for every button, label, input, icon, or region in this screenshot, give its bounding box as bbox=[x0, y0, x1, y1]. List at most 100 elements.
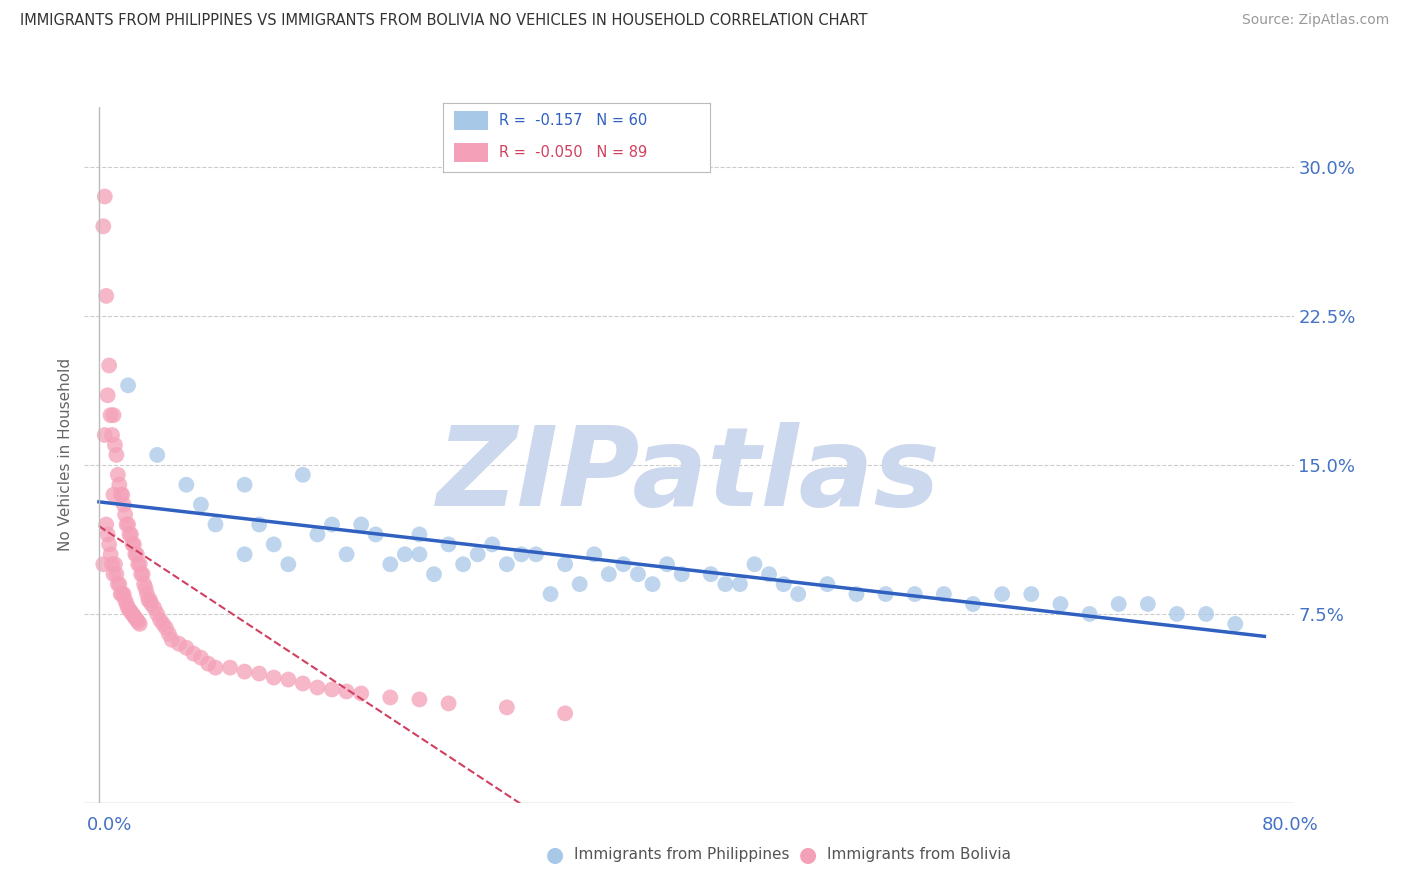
Point bbox=[146, 448, 169, 462]
Point bbox=[122, 609, 145, 624]
Point bbox=[991, 587, 1014, 601]
Point bbox=[540, 587, 562, 601]
Point bbox=[112, 587, 135, 601]
Point bbox=[233, 665, 256, 679]
Point bbox=[105, 567, 128, 582]
Point bbox=[155, 621, 177, 635]
Point bbox=[160, 632, 183, 647]
Point bbox=[124, 547, 146, 561]
Point bbox=[467, 547, 489, 561]
Point bbox=[128, 558, 150, 572]
Point bbox=[131, 567, 153, 582]
Point bbox=[94, 189, 117, 203]
Point bbox=[114, 593, 136, 607]
Point bbox=[101, 428, 124, 442]
Point bbox=[408, 547, 430, 561]
Point bbox=[932, 587, 955, 601]
Point bbox=[277, 558, 299, 572]
Point bbox=[1136, 597, 1159, 611]
Point bbox=[190, 650, 212, 665]
Point bbox=[671, 567, 693, 582]
Point bbox=[700, 567, 723, 582]
Point bbox=[107, 467, 129, 482]
Point bbox=[97, 388, 120, 402]
Point bbox=[105, 448, 128, 462]
Text: R =  -0.157   N = 60: R = -0.157 N = 60 bbox=[499, 113, 647, 128]
Point bbox=[336, 547, 359, 561]
Bar bbox=[454, 143, 488, 162]
Point bbox=[904, 587, 927, 601]
Point bbox=[132, 577, 155, 591]
Point bbox=[815, 577, 838, 591]
Point bbox=[115, 517, 138, 532]
Point bbox=[451, 558, 474, 572]
Point bbox=[307, 681, 329, 695]
Point bbox=[263, 671, 285, 685]
Point bbox=[167, 637, 190, 651]
Text: Source: ZipAtlas.com: Source: ZipAtlas.com bbox=[1241, 13, 1389, 28]
Point bbox=[641, 577, 664, 591]
Point bbox=[91, 558, 114, 572]
Text: 0.0%: 0.0% bbox=[87, 816, 132, 834]
Point bbox=[336, 684, 359, 698]
Point bbox=[101, 558, 124, 572]
Point bbox=[495, 558, 517, 572]
Point bbox=[1108, 597, 1130, 611]
Point bbox=[136, 587, 159, 601]
Point bbox=[120, 605, 142, 619]
Point bbox=[495, 700, 517, 714]
Point bbox=[103, 567, 125, 582]
Point bbox=[129, 567, 152, 582]
Point bbox=[1019, 587, 1042, 601]
Point bbox=[111, 488, 134, 502]
Text: 80.0%: 80.0% bbox=[1263, 816, 1319, 834]
Point bbox=[94, 428, 117, 442]
Point bbox=[124, 611, 146, 625]
Point bbox=[146, 607, 169, 621]
Text: IMMIGRANTS FROM PHILIPPINES VS IMMIGRANTS FROM BOLIVIA NO VEHICLES IN HOUSEHOLD : IMMIGRANTS FROM PHILIPPINES VS IMMIGRANT… bbox=[20, 13, 868, 29]
Point bbox=[772, 577, 794, 591]
Point bbox=[247, 666, 270, 681]
Point bbox=[197, 657, 219, 671]
Point bbox=[121, 537, 143, 551]
Point bbox=[115, 597, 138, 611]
Point bbox=[875, 587, 897, 601]
Point bbox=[437, 537, 460, 551]
Point bbox=[350, 517, 373, 532]
Text: R =  -0.050   N = 89: R = -0.050 N = 89 bbox=[499, 145, 647, 161]
Point bbox=[321, 517, 343, 532]
Point bbox=[380, 558, 402, 572]
Point bbox=[117, 378, 139, 392]
Point bbox=[655, 558, 678, 572]
Point bbox=[190, 498, 212, 512]
Point bbox=[612, 558, 634, 572]
Point bbox=[408, 527, 430, 541]
Point bbox=[233, 547, 256, 561]
Point bbox=[98, 537, 121, 551]
Point bbox=[97, 527, 120, 541]
Point bbox=[728, 577, 751, 591]
Point bbox=[98, 359, 121, 373]
Point bbox=[100, 408, 122, 422]
Point bbox=[423, 567, 446, 582]
Point bbox=[108, 577, 131, 591]
Point bbox=[103, 488, 125, 502]
Point bbox=[845, 587, 868, 601]
Point bbox=[277, 673, 299, 687]
Text: Immigrants from Philippines: Immigrants from Philippines bbox=[574, 847, 789, 862]
Point bbox=[204, 660, 226, 674]
Point bbox=[481, 537, 503, 551]
Point bbox=[128, 616, 150, 631]
Point bbox=[157, 627, 180, 641]
Point bbox=[118, 527, 141, 541]
Point bbox=[233, 477, 256, 491]
Point bbox=[568, 577, 591, 591]
Point bbox=[554, 558, 576, 572]
Point bbox=[135, 581, 157, 595]
Point bbox=[307, 527, 329, 541]
Point bbox=[350, 686, 373, 700]
Point bbox=[291, 676, 314, 690]
Point bbox=[437, 697, 460, 711]
Point bbox=[149, 613, 172, 627]
Text: Immigrants from Bolivia: Immigrants from Bolivia bbox=[827, 847, 1011, 862]
